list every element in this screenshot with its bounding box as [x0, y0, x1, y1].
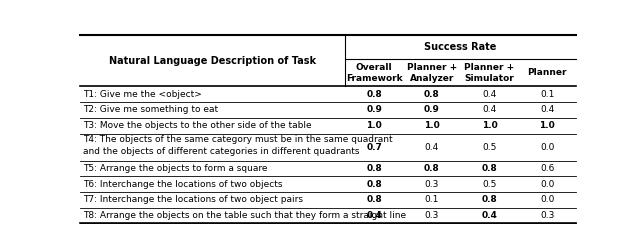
Text: 0.4: 0.4	[483, 90, 497, 99]
Text: 0.0: 0.0	[540, 142, 554, 152]
Text: 0.7: 0.7	[366, 142, 382, 152]
Text: 0.8: 0.8	[366, 164, 382, 173]
Text: 0.4: 0.4	[540, 106, 554, 114]
Text: T6: Interchange the locations of two objects: T6: Interchange the locations of two obj…	[83, 180, 283, 189]
Text: Planner +
Analyzer: Planner + Analyzer	[407, 62, 457, 83]
Text: 1.0: 1.0	[424, 121, 440, 130]
Text: 0.4: 0.4	[481, 211, 497, 220]
Text: 0.1: 0.1	[425, 195, 439, 204]
Text: 0.8: 0.8	[482, 164, 497, 173]
Text: 0.8: 0.8	[424, 90, 440, 99]
Text: 0.8: 0.8	[366, 195, 382, 204]
Text: 1.0: 1.0	[482, 121, 497, 130]
Text: 0.6: 0.6	[540, 164, 554, 173]
Text: Planner: Planner	[527, 68, 567, 77]
Text: T3: Move the objects to the other side of the table: T3: Move the objects to the other side o…	[83, 121, 312, 130]
Text: Planner +
Simulator: Planner + Simulator	[465, 62, 515, 83]
Text: Success Rate: Success Rate	[424, 42, 497, 52]
Text: T1: Give me the <object>: T1: Give me the <object>	[83, 90, 202, 99]
Text: 0.0: 0.0	[540, 195, 554, 204]
Text: 0.3: 0.3	[540, 211, 554, 220]
Text: 0.8: 0.8	[424, 164, 440, 173]
Text: 0.3: 0.3	[425, 211, 439, 220]
Text: 1.0: 1.0	[540, 121, 555, 130]
Text: 0.4: 0.4	[425, 142, 439, 152]
Text: 0.8: 0.8	[482, 195, 497, 204]
Text: T7: Interchange the locations of two object pairs: T7: Interchange the locations of two obj…	[83, 195, 303, 204]
Text: 0.8: 0.8	[366, 180, 382, 189]
Text: 0.8: 0.8	[366, 90, 382, 99]
Text: 0.5: 0.5	[483, 180, 497, 189]
Text: Overall
Framework: Overall Framework	[346, 62, 403, 83]
Text: 0.4: 0.4	[483, 106, 497, 114]
Text: T8: Arrange the objects on the table such that they form a straight line: T8: Arrange the objects on the table suc…	[83, 211, 406, 220]
Text: 0.9: 0.9	[366, 106, 382, 114]
Text: 0.0: 0.0	[540, 180, 554, 189]
Text: 0.9: 0.9	[424, 106, 440, 114]
Text: Natural Language Description of Task: Natural Language Description of Task	[109, 56, 316, 66]
Text: T5: Arrange the objects to form a square: T5: Arrange the objects to form a square	[83, 164, 268, 173]
Text: 0.1: 0.1	[540, 90, 554, 99]
Text: 1.0: 1.0	[366, 121, 382, 130]
Text: 0.4: 0.4	[366, 211, 382, 220]
Text: T2: Give me something to eat: T2: Give me something to eat	[83, 106, 219, 114]
Text: 0.5: 0.5	[483, 142, 497, 152]
Text: 0.3: 0.3	[425, 180, 439, 189]
Text: T4: The objects of the same category must be in the same quadrant
and the object: T4: The objects of the same category mus…	[83, 135, 393, 156]
